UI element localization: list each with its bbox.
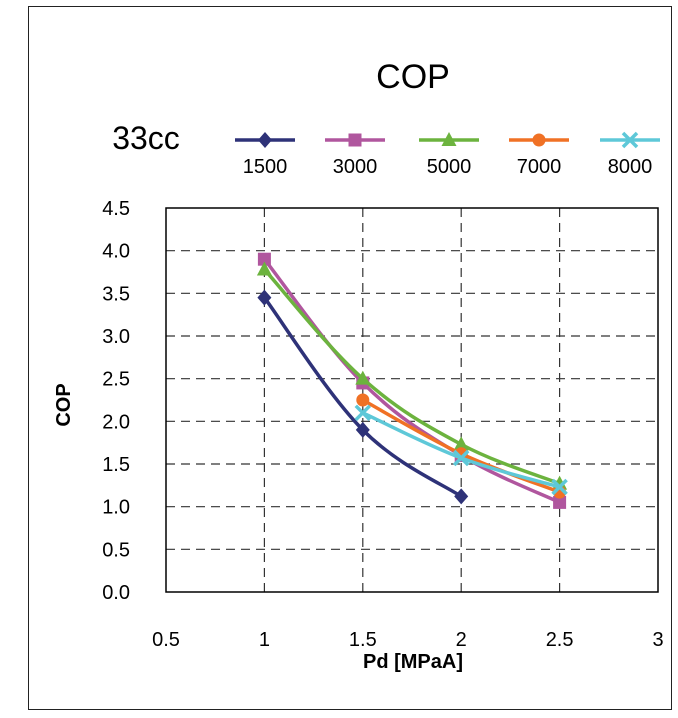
legend-marker-7000 — [532, 133, 546, 147]
series-line-5000 — [262, 267, 562, 486]
y-tick-label: 1.0 — [102, 497, 130, 519]
y-tick-label: 0.5 — [102, 539, 130, 561]
data-point-8000 — [452, 449, 470, 467]
y-tick-label: 3.0 — [102, 326, 130, 348]
data-point-3000 — [553, 495, 567, 509]
data-point-1500 — [355, 421, 370, 438]
x-tick-label: 1 — [259, 629, 270, 651]
legend-label-3000: 3000 — [333, 156, 378, 178]
x-axis-label: Pd [MPaA] — [363, 651, 463, 673]
y-tick-label: 2.5 — [102, 369, 130, 391]
y-tick-label: 4.0 — [102, 241, 130, 263]
data-point-8000 — [354, 404, 372, 422]
x-marker-stroke — [621, 131, 639, 149]
data-point-5000 — [453, 436, 469, 451]
legend-marker-5000 — [441, 132, 457, 146]
y-tick-label: 4.5 — [102, 198, 130, 220]
plot-border — [165, 207, 659, 593]
data-point-3000 — [257, 252, 271, 266]
legend-marker-3000 — [348, 133, 362, 147]
legend-label-5000: 5000 — [427, 156, 472, 178]
data-point-1500 — [257, 289, 272, 306]
x-marker-stroke — [452, 449, 470, 467]
data-point-7000 — [356, 393, 370, 407]
series-line-3000 — [262, 257, 562, 505]
x-tick-label: 3 — [652, 629, 663, 651]
y-tick-label: 2.0 — [102, 411, 130, 433]
y-tick-label: 3.5 — [102, 283, 130, 305]
legend-label-8000: 8000 — [608, 156, 653, 178]
legend-label-1500: 1500 — [243, 156, 288, 178]
data-point-8000 — [551, 478, 568, 496]
x-tick-label: 0.5 — [152, 629, 180, 651]
data-point-5000 — [256, 261, 272, 276]
y-axis-label: COP — [53, 383, 75, 426]
chart-subtitle: 33cc — [112, 120, 180, 156]
x-tick-label: 2.5 — [546, 629, 574, 651]
y-tick-label: 0.0 — [102, 582, 130, 604]
plot-area: 0.5 1 1.5 2 2.5 3 0.0 0.5 1.0 1.5 2.0 2.5 3.0 3.5 4.0 4… — [102, 198, 663, 651]
data-point-5000 — [355, 370, 371, 385]
x-marker-stroke — [354, 404, 372, 422]
legend-label-7000: 7000 — [517, 156, 562, 178]
data-point-1500 — [454, 488, 469, 505]
legend-marker-8000 — [621, 131, 639, 149]
chart-title: COP — [376, 58, 450, 96]
x-tick-label: 2 — [456, 629, 467, 651]
legend: 1500 3000 5000 7000 8000 — [235, 131, 660, 178]
legend-marker-1500 — [258, 132, 272, 148]
y-tick-label: 1.5 — [102, 454, 130, 476]
x-tick-label: 1.5 — [349, 629, 377, 651]
x-marker-stroke — [551, 478, 568, 496]
